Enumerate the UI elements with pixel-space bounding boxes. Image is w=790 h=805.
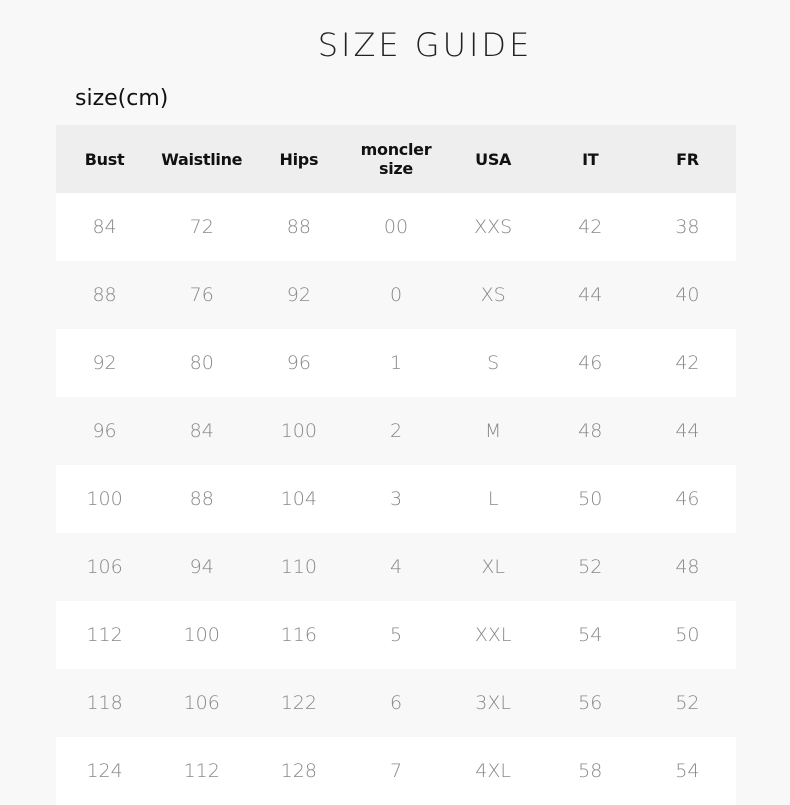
table-row: 118 106 122 6 3XL 56 52 <box>56 669 736 737</box>
table-cell: 104 <box>280 488 317 510</box>
table-row: 124 112 128 7 4XL 58 54 <box>56 737 736 805</box>
column-header: Hips <box>279 149 319 169</box>
table-cell: 110 <box>280 556 317 578</box>
table-cell: 76 <box>189 284 214 306</box>
table-cell: 52 <box>675 692 700 714</box>
table-cell: 50 <box>578 488 603 510</box>
table-cell: XXL <box>474 624 512 646</box>
table-cell: 38 <box>675 216 700 238</box>
table-row: 92 80 96 1 S 46 42 <box>56 329 736 397</box>
table-cell: 56 <box>578 692 603 714</box>
header-row: Bust Waistline Hips moncler size USA IT FR <box>56 125 736 193</box>
table-cell: 112 <box>86 624 123 646</box>
table-cell: L <box>487 488 499 510</box>
table-cell: 122 <box>280 692 317 714</box>
table-row: 112 100 116 5 XXL 54 50 <box>56 601 736 669</box>
table-cell: 44 <box>675 420 700 442</box>
table-cell: 6 <box>389 692 403 714</box>
table-cell: 106 <box>86 556 123 578</box>
table-cell: 112 <box>183 760 220 782</box>
table-cell: 48 <box>675 556 700 578</box>
table-cell: S <box>487 352 500 374</box>
table-cell: 54 <box>578 624 603 646</box>
table-cell: 00 <box>383 216 409 238</box>
table-cell: 106 <box>183 692 220 714</box>
table-cell: 4XL <box>475 760 511 782</box>
table-cell: 42 <box>675 352 700 374</box>
column-header: FR <box>676 149 699 169</box>
table-cell: 4 <box>389 556 403 578</box>
column-header: Waistline <box>161 149 243 169</box>
table-cell: 3 <box>389 488 403 510</box>
table-cell: 88 <box>286 216 311 238</box>
table-row: 88 76 92 0 XS 44 40 <box>56 261 736 329</box>
table-cell: XL <box>481 556 505 578</box>
table-cell: 5 <box>389 624 403 646</box>
table-cell: 54 <box>675 760 700 782</box>
table-row: 106 94 110 4 XL 52 48 <box>56 533 736 601</box>
table-cell: 116 <box>280 624 317 646</box>
table-cell: 118 <box>86 692 123 714</box>
table-cell: 96 <box>92 420 117 442</box>
table-row: 96 84 100 2 M 48 44 <box>56 397 736 465</box>
size-table: Bust Waistline Hips moncler size USA IT FR 84 7… <box>56 125 736 805</box>
table-cell: 50 <box>675 624 700 646</box>
column-header: Bust <box>84 149 125 169</box>
table-cell: 46 <box>578 352 603 374</box>
table-cell: 7 <box>389 760 403 782</box>
table-cell: XXS <box>474 216 513 238</box>
table-cell: 52 <box>578 556 603 578</box>
table-cell: 1 <box>389 352 403 374</box>
table-cell: 96 <box>286 352 311 374</box>
table-cell: 92 <box>286 284 311 306</box>
table-cell: 100 <box>86 488 123 510</box>
table-cell: 46 <box>675 488 700 510</box>
table-cell: 58 <box>578 760 603 782</box>
table-cell: 100 <box>280 420 317 442</box>
table-cell: 40 <box>675 284 700 306</box>
table-cell: 2 <box>389 420 403 442</box>
table-cell: 72 <box>189 216 214 238</box>
table-cell: 128 <box>280 760 317 782</box>
table-cell: 94 <box>189 556 214 578</box>
table-row: 100 88 104 3 L 50 46 <box>56 465 736 533</box>
table-cell: 44 <box>578 284 603 306</box>
unit-label: size(cm) <box>75 86 169 111</box>
column-header: USA <box>475 149 512 169</box>
table-cell: 42 <box>578 216 603 238</box>
table-cell: 84 <box>189 420 214 442</box>
table-cell: 48 <box>578 420 603 442</box>
table-cell: XS <box>480 284 506 306</box>
table-cell: 0 <box>389 284 403 306</box>
table-cell: 88 <box>189 488 214 510</box>
column-header: moncler size <box>360 140 432 178</box>
table-cell: 124 <box>86 760 123 782</box>
table-cell: M <box>484 420 502 442</box>
table-cell: 100 <box>183 624 220 646</box>
table-cell: 92 <box>92 352 117 374</box>
table-cell: 80 <box>189 352 214 374</box>
table-cell: 3XL <box>475 692 511 714</box>
page-title: SIZE GUIDE <box>317 26 533 64</box>
table-cell: 84 <box>92 216 117 238</box>
column-header: IT <box>582 149 599 169</box>
table-row: 84 72 88 00 XXS 42 38 <box>56 193 736 261</box>
table-cell: 88 <box>92 284 117 306</box>
